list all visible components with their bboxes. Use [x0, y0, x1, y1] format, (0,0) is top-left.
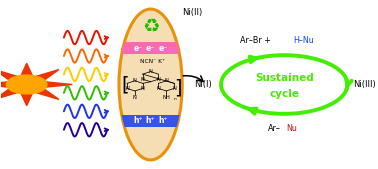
Text: N: N — [156, 77, 160, 82]
Circle shape — [6, 75, 47, 94]
FancyBboxPatch shape — [120, 115, 181, 127]
Text: cycle: cycle — [269, 89, 299, 99]
Text: Sustained: Sustained — [255, 73, 314, 83]
Polygon shape — [45, 82, 72, 87]
Polygon shape — [36, 89, 59, 99]
Text: Ar–: Ar– — [268, 124, 280, 132]
Text: N: N — [149, 69, 153, 74]
Text: NH: NH — [163, 95, 170, 100]
Text: N: N — [141, 86, 145, 91]
Text: NCN⁻ K⁺: NCN⁻ K⁺ — [140, 58, 165, 64]
Text: N: N — [125, 86, 129, 91]
Polygon shape — [0, 82, 8, 87]
Text: h⁺: h⁺ — [158, 116, 168, 125]
Text: N: N — [133, 95, 137, 100]
Text: N: N — [164, 78, 168, 83]
Text: e⁻: e⁻ — [146, 44, 155, 53]
Text: Ni(III): Ni(III) — [353, 80, 376, 89]
Ellipse shape — [119, 9, 182, 160]
Text: e⁻: e⁻ — [133, 44, 143, 53]
Text: ]: ] — [175, 78, 182, 97]
Text: Ni(II): Ni(II) — [182, 8, 202, 17]
Polygon shape — [21, 93, 33, 106]
Text: n: n — [174, 97, 177, 101]
Polygon shape — [0, 70, 17, 80]
Text: ♻: ♻ — [142, 17, 160, 36]
Text: N: N — [172, 86, 176, 91]
Polygon shape — [21, 63, 33, 76]
Text: Ar–Br +: Ar–Br + — [240, 37, 273, 45]
Text: H–Nu: H–Nu — [293, 37, 314, 45]
Polygon shape — [36, 70, 59, 80]
Text: e⁻: e⁻ — [159, 44, 168, 53]
Text: h⁺: h⁺ — [146, 116, 155, 125]
Text: [: [ — [122, 75, 129, 94]
Text: N: N — [141, 77, 145, 82]
FancyBboxPatch shape — [120, 42, 181, 54]
Text: Ni(I): Ni(I) — [194, 80, 212, 89]
Text: Nu: Nu — [286, 124, 297, 132]
Polygon shape — [0, 89, 17, 99]
Text: N: N — [133, 78, 137, 83]
Text: h⁺: h⁺ — [133, 116, 143, 125]
Text: N: N — [156, 86, 160, 91]
